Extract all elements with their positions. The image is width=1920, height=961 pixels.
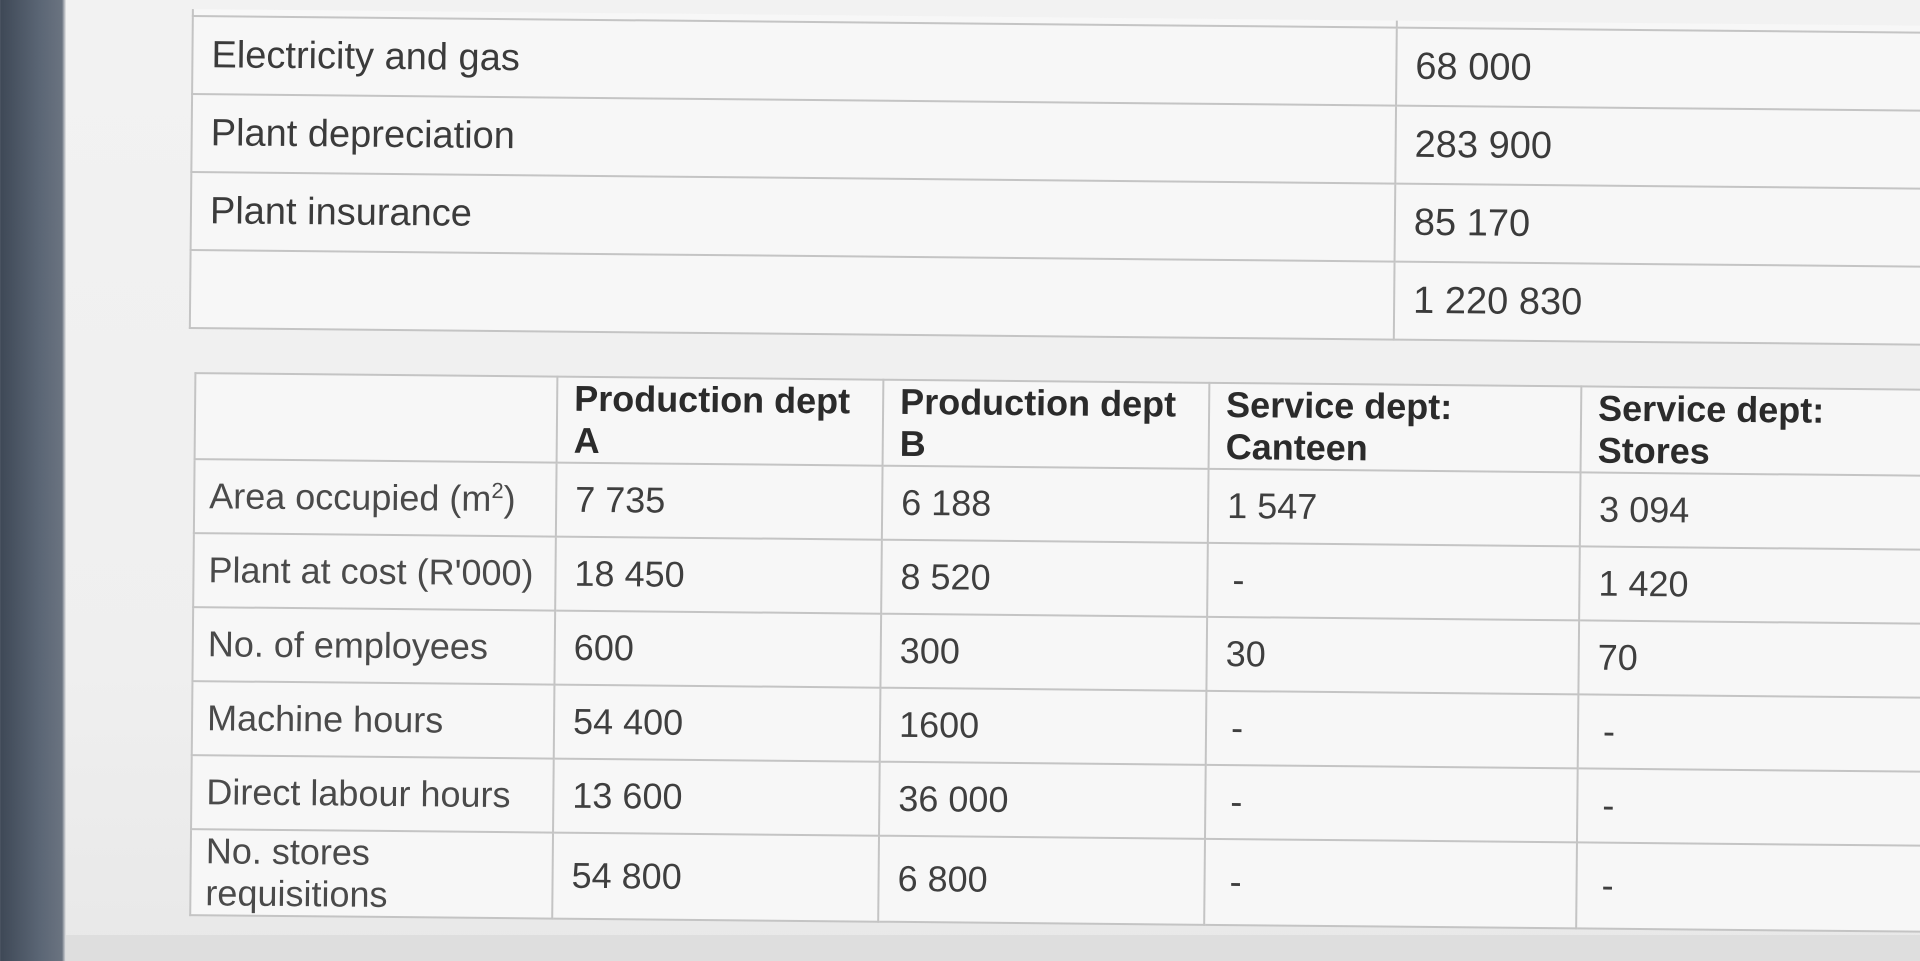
cell-value: 70 — [1578, 620, 1920, 698]
cell-value: 6 188 — [881, 465, 1209, 543]
cell-value: - — [1204, 838, 1577, 929]
document-page: Electricity and gas 68 000 Plant depreci… — [66, 0, 1920, 961]
header-production-dept-a: Production dept A — [556, 376, 884, 466]
cell-value: - — [1205, 690, 1579, 769]
cell-value: 300 — [880, 613, 1208, 691]
cost-label: Plant depreciation — [191, 94, 1397, 184]
cost-value: 283 900 — [1395, 105, 1920, 189]
cell-value: - — [1207, 542, 1580, 621]
cell-value: 54 800 — [552, 832, 880, 922]
cell-value: 8 520 — [881, 539, 1208, 617]
cost-value: 85 170 — [1394, 183, 1920, 267]
cell-value: 30 — [1206, 616, 1580, 695]
header-service-dept-canteen: Service dept: Canteen — [1208, 382, 1582, 473]
cell-value: 1600 — [879, 687, 1207, 765]
overhead-sheet: Electricity and gas 68 000 Plant depreci… — [177, 0, 1920, 952]
row-label: Machine hours — [191, 681, 555, 759]
cell-value: 3 094 — [1579, 472, 1920, 550]
table-row-total: 1 220 830 — [189, 250, 1920, 345]
cell-value: 18 450 — [555, 536, 882, 614]
cell-value: - — [1577, 694, 1920, 772]
cell-value: - — [1576, 768, 1920, 846]
cell-value: 13 600 — [553, 758, 880, 836]
row-label: No. stores requisitions — [190, 829, 554, 919]
table-header-row: Production dept A Production dept B Serv… — [194, 373, 1920, 476]
page-bottom-edge — [66, 935, 1920, 961]
cost-total-value: 1 220 830 — [1393, 261, 1920, 345]
cell-value: 6 800 — [878, 835, 1205, 925]
cost-label: Electricity and gas — [192, 16, 1397, 106]
header-blank — [194, 373, 558, 463]
cell-value: - — [1204, 764, 1578, 843]
cell-value: 54 400 — [553, 684, 881, 762]
cell-value: - — [1576, 842, 1920, 932]
cell-value: 1 420 — [1579, 546, 1920, 624]
table-row: No. stores requisitions 54 800 6 800 - - — [190, 829, 1920, 932]
cell-value: 7 735 — [555, 462, 883, 540]
cell-value: 36 000 — [879, 761, 1206, 839]
cost-label — [189, 250, 1395, 340]
row-label: Area occupied (m2) — [193, 459, 557, 537]
cost-table: Electricity and gas 68 000 Plant depreci… — [189, 9, 1920, 346]
row-label: No. of employees — [192, 607, 556, 685]
header-production-dept-b: Production dept B — [882, 379, 1210, 469]
cost-value: 68 000 — [1396, 27, 1920, 111]
cell-value: 600 — [554, 610, 882, 688]
row-label: Direct labour hours — [191, 755, 554, 833]
header-service-dept-stores: Service dept: Stores — [1580, 386, 1920, 476]
department-table: Production dept A Production dept B Serv… — [189, 372, 1920, 933]
row-label: Plant at cost (R'000) — [193, 533, 556, 611]
cost-label: Plant insurance — [190, 172, 1396, 262]
cell-value: 1 547 — [1207, 468, 1581, 547]
